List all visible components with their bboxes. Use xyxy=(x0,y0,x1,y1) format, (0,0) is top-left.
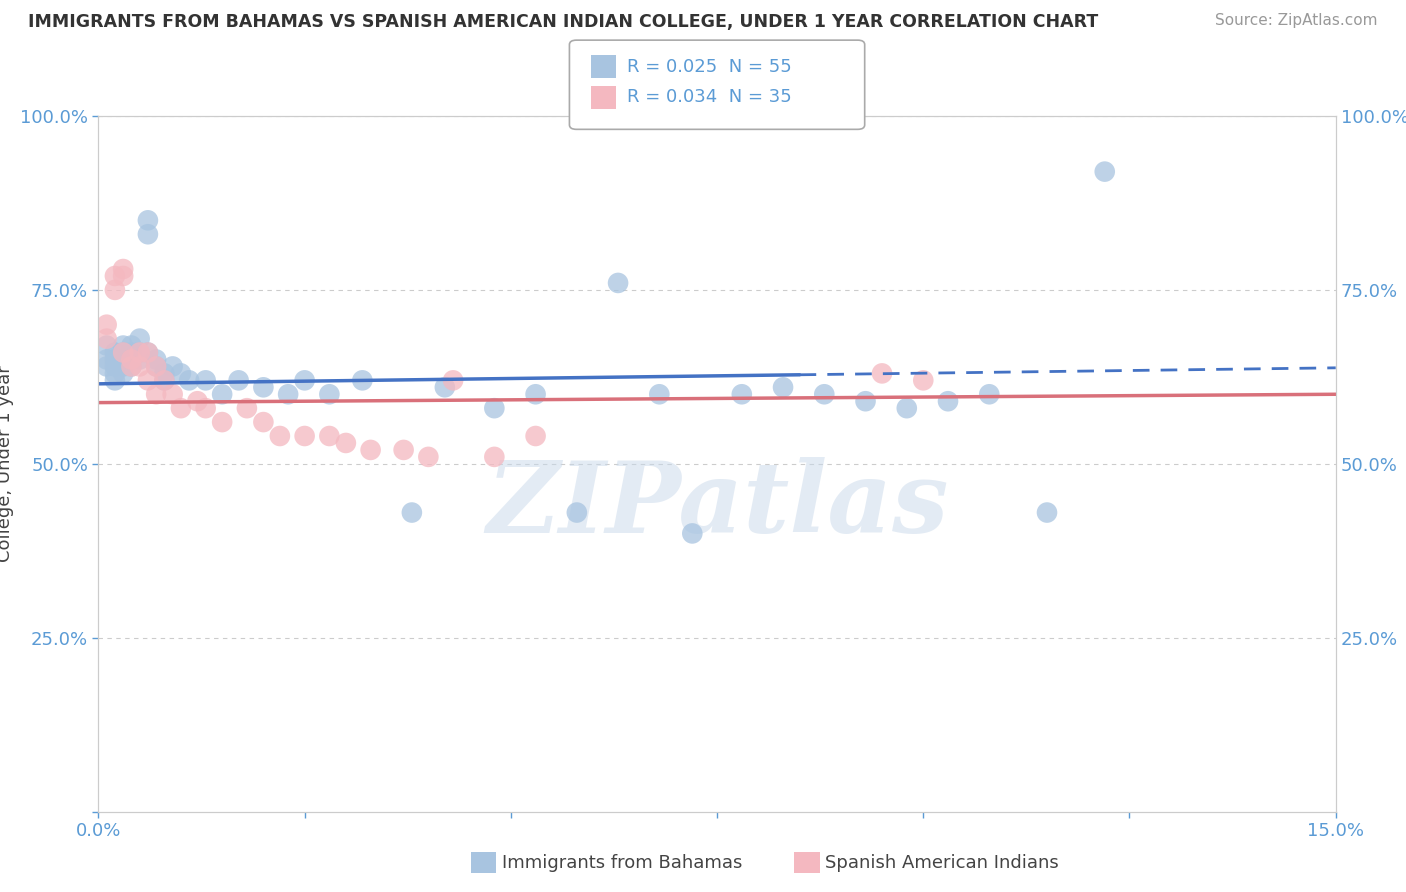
Point xyxy=(484,450,506,464)
Point xyxy=(681,526,703,541)
Point xyxy=(269,429,291,443)
Point xyxy=(979,387,1001,401)
Point xyxy=(112,345,135,359)
Point xyxy=(112,352,135,367)
Point xyxy=(128,352,150,367)
Point xyxy=(120,352,142,367)
Point xyxy=(294,373,316,387)
Text: ZIPatlas: ZIPatlas xyxy=(486,458,948,554)
Point xyxy=(96,332,118,346)
Point xyxy=(277,387,299,401)
Point xyxy=(112,367,135,381)
Point xyxy=(352,373,374,387)
Point xyxy=(153,367,176,381)
Point xyxy=(104,283,127,297)
Point xyxy=(1094,164,1116,178)
Text: Spanish American Indians: Spanish American Indians xyxy=(825,854,1059,871)
Point xyxy=(162,359,184,374)
Point xyxy=(194,373,217,387)
Point xyxy=(136,345,159,359)
Point xyxy=(120,359,142,374)
Point xyxy=(104,352,127,367)
Point xyxy=(120,345,142,359)
Point xyxy=(211,415,233,429)
Point xyxy=(896,401,918,416)
Y-axis label: College, Under 1 year: College, Under 1 year xyxy=(0,366,14,562)
Point xyxy=(170,367,193,381)
Point xyxy=(870,367,893,381)
Point xyxy=(565,506,588,520)
Point xyxy=(813,387,835,401)
Point xyxy=(136,345,159,359)
Point xyxy=(145,359,167,374)
Text: R = 0.025  N = 55: R = 0.025 N = 55 xyxy=(627,58,792,76)
Text: IMMIGRANTS FROM BAHAMAS VS SPANISH AMERICAN INDIAN COLLEGE, UNDER 1 YEAR CORRELA: IMMIGRANTS FROM BAHAMAS VS SPANISH AMERI… xyxy=(28,13,1098,31)
Point xyxy=(318,429,340,443)
Point xyxy=(112,262,135,277)
Point xyxy=(228,373,250,387)
Point xyxy=(318,387,340,401)
Point xyxy=(120,359,142,374)
Point xyxy=(120,338,142,352)
Point xyxy=(252,415,274,429)
Point xyxy=(112,345,135,359)
Point xyxy=(96,352,118,367)
Point xyxy=(112,268,135,283)
Point xyxy=(96,359,118,374)
Point xyxy=(128,345,150,359)
Point xyxy=(170,401,193,416)
Point xyxy=(104,345,127,359)
Point xyxy=(294,429,316,443)
Point xyxy=(136,373,159,387)
Point xyxy=(112,359,135,374)
Point xyxy=(433,380,456,394)
Point xyxy=(128,332,150,346)
Point xyxy=(104,268,127,283)
Point xyxy=(153,373,176,387)
Point xyxy=(136,213,159,227)
Point xyxy=(392,442,415,457)
Point xyxy=(128,359,150,374)
Point xyxy=(153,373,176,387)
Point xyxy=(145,387,167,401)
Point xyxy=(484,401,506,416)
Point xyxy=(360,442,382,457)
Point xyxy=(211,387,233,401)
Point xyxy=(401,506,423,520)
Point xyxy=(186,394,208,409)
Point xyxy=(194,401,217,416)
Text: R = 0.034  N = 35: R = 0.034 N = 35 xyxy=(627,88,792,106)
Text: Source: ZipAtlas.com: Source: ZipAtlas.com xyxy=(1215,13,1378,29)
Point xyxy=(162,387,184,401)
Point xyxy=(104,367,127,381)
Point xyxy=(607,276,630,290)
Point xyxy=(648,387,671,401)
Point xyxy=(335,436,357,450)
Point xyxy=(96,318,118,332)
Point xyxy=(236,401,259,416)
Point xyxy=(855,394,877,409)
Point xyxy=(524,387,547,401)
Text: Immigrants from Bahamas: Immigrants from Bahamas xyxy=(502,854,742,871)
Point xyxy=(936,394,959,409)
Point xyxy=(104,373,127,387)
Point xyxy=(136,227,159,242)
Point xyxy=(104,359,127,374)
Point xyxy=(145,352,167,367)
Point xyxy=(731,387,754,401)
Point xyxy=(912,373,935,387)
Point xyxy=(524,429,547,443)
Point xyxy=(96,338,118,352)
Point xyxy=(179,373,201,387)
Point xyxy=(252,380,274,394)
Point xyxy=(120,352,142,367)
Point xyxy=(128,345,150,359)
Point xyxy=(112,338,135,352)
Point xyxy=(145,359,167,374)
Point xyxy=(441,373,464,387)
Point xyxy=(772,380,794,394)
Point xyxy=(418,450,440,464)
Point xyxy=(1036,506,1059,520)
